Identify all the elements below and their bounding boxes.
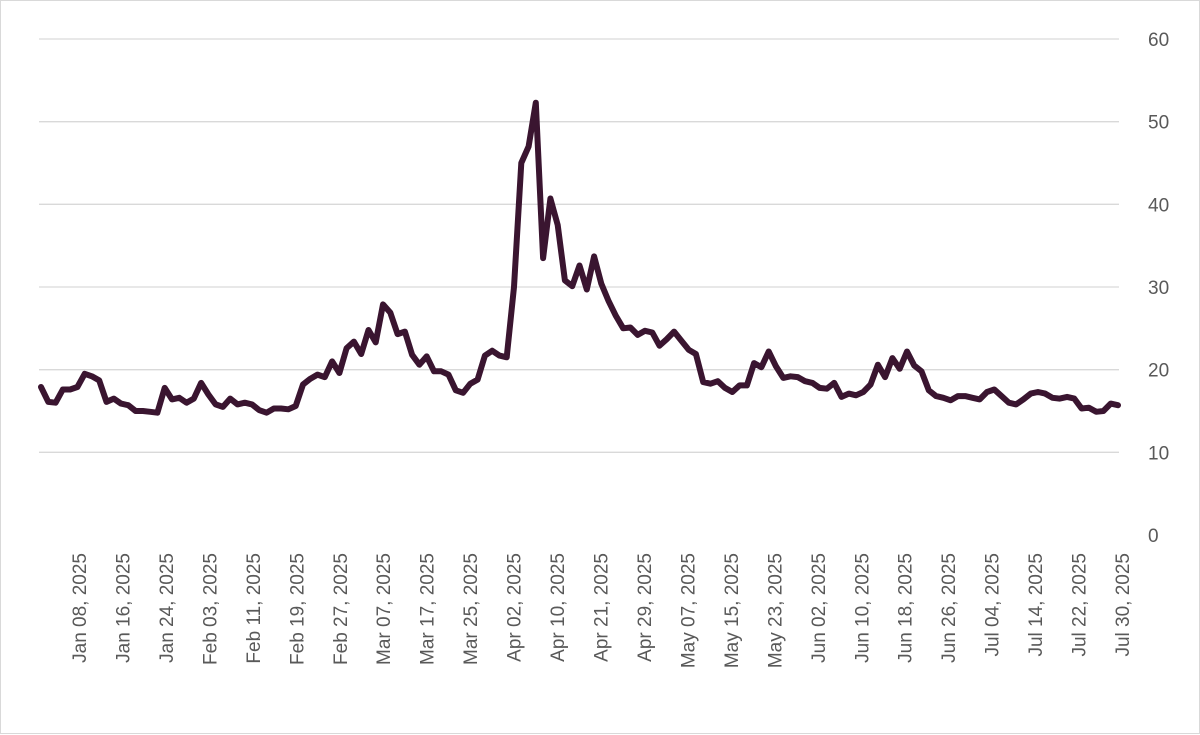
y-tick-label: 50 xyxy=(1148,113,1169,134)
x-tick-label: Jun 10, 2025 xyxy=(852,553,873,663)
series-layer xyxy=(41,103,1118,413)
y-tick-label: 40 xyxy=(1148,195,1169,216)
x-tick-label: Jun 02, 2025 xyxy=(809,553,830,663)
x-tick-label: Jul 30, 2025 xyxy=(1113,553,1134,657)
x-axis-tick-labels: Jan 08, 2025 Jan 16, 2025 Jan 24, 2025 Feb … xyxy=(70,553,1134,668)
x-tick-label: Jun 18, 2025 xyxy=(896,553,917,663)
y-tick-label: 30 xyxy=(1148,278,1169,299)
x-tick-label: Mar 25, 2025 xyxy=(461,553,482,665)
x-tick-label: Apr 02, 2025 xyxy=(505,553,526,662)
x-tick-label: Apr 29, 2025 xyxy=(635,553,656,662)
x-tick-label: Jul 22, 2025 xyxy=(1070,553,1091,657)
gridlines xyxy=(39,39,1119,452)
x-tick-label: Feb 03, 2025 xyxy=(200,553,221,665)
y-tick-label: 60 xyxy=(1148,30,1169,51)
x-tick-label: Jul 14, 2025 xyxy=(1026,553,1047,657)
y-tick-label: 10 xyxy=(1148,443,1169,464)
x-tick-label: Jan 16, 2025 xyxy=(114,553,135,663)
x-tick-label: Feb 11, 2025 xyxy=(244,553,265,664)
y-tick-label: 20 xyxy=(1148,361,1169,382)
series-line-0 xyxy=(41,103,1118,413)
x-tick-label: Apr 21, 2025 xyxy=(592,553,613,662)
x-tick-label: May 07, 2025 xyxy=(678,553,699,668)
x-tick-label: Jul 04, 2025 xyxy=(983,553,1004,657)
x-tick-label: Feb 19, 2025 xyxy=(287,553,308,665)
y-axis-tick-labels: 0 10 20 30 40 50 60 xyxy=(1148,30,1169,547)
x-tick-label: Mar 17, 2025 xyxy=(418,553,439,665)
x-tick-label: May 23, 2025 xyxy=(765,553,786,668)
x-tick-label: Jan 24, 2025 xyxy=(157,553,178,663)
x-tick-label: Jun 26, 2025 xyxy=(939,553,960,663)
x-tick-label: Feb 27, 2025 xyxy=(331,553,352,665)
x-tick-label: Mar 07, 2025 xyxy=(374,553,395,665)
x-tick-label: Jan 08, 2025 xyxy=(70,553,91,663)
y-tick-label: 0 xyxy=(1148,526,1159,547)
x-tick-label: May 15, 2025 xyxy=(722,553,743,668)
x-tick-label: Apr 10, 2025 xyxy=(548,553,569,662)
